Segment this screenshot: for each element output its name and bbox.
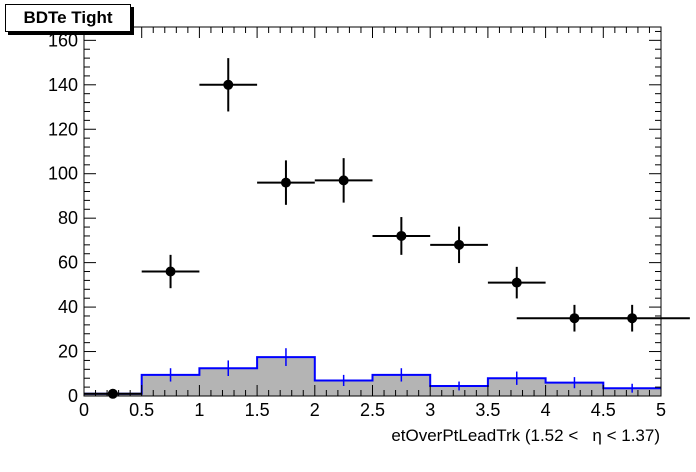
- data-point: [627, 313, 638, 324]
- data-point: [280, 177, 291, 188]
- x-tick-label: 1: [194, 400, 204, 420]
- x-tick-label: 3.5: [475, 400, 500, 420]
- x-tick-label: 2: [310, 400, 320, 420]
- y-tick-label: 40: [58, 297, 78, 317]
- data-point: [107, 388, 118, 399]
- x-tick-label: 5: [656, 400, 666, 420]
- y-tick-label: 20: [58, 342, 78, 362]
- plot-frame: [83, 26, 662, 397]
- data-point: [396, 230, 407, 241]
- x-tick-label: 4.5: [591, 400, 616, 420]
- data-point: [338, 175, 349, 186]
- data-point: [511, 277, 522, 288]
- y-tick-label: 0: [68, 386, 78, 406]
- y-tick-label: 100: [48, 164, 78, 184]
- x-tick-label: 1.5: [245, 400, 270, 420]
- x-tick-label: 4: [541, 400, 551, 420]
- histogram-outline: [84, 356, 661, 395]
- data-point: [454, 239, 465, 250]
- x-tick-label: 0: [79, 400, 89, 420]
- chart-title: BDTe Tight: [5, 4, 131, 32]
- y-tick-label: 120: [48, 119, 78, 139]
- data-point: [223, 79, 234, 90]
- x-tick-label: 2.5: [360, 400, 385, 420]
- y-tick-label: 60: [58, 253, 78, 273]
- y-tick-label: 160: [48, 30, 78, 50]
- data-point: [165, 266, 176, 277]
- x-tick-label: 3: [425, 400, 435, 420]
- x-axis-label: etOverPtLeadTrk (1.52 < η < 1.37): [391, 426, 660, 445]
- y-tick-label: 140: [48, 75, 78, 95]
- x-tick-label: 0.5: [129, 400, 154, 420]
- y-tick-label: 80: [58, 208, 78, 228]
